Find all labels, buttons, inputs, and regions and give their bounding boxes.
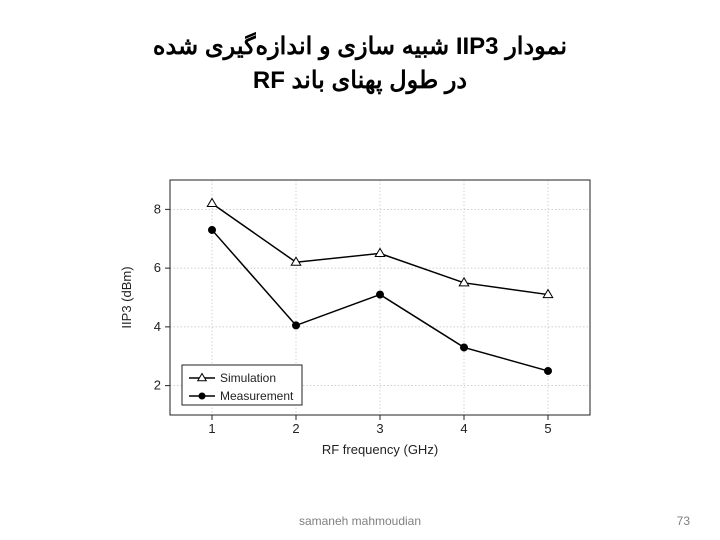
svg-text:4: 4 [460, 421, 467, 436]
svg-text:3: 3 [376, 421, 383, 436]
svg-text:4: 4 [154, 319, 161, 334]
chart-svg: 1 2 3 4 5 2 4 6 8 RF frequency (GHz) IIP3 (dBm) Sim… [115, 170, 605, 460]
title-line-1: نمودار IIP3 شبیه سازی و اندازه‌گیری شده [153, 33, 567, 60]
svg-text:RF frequency (GHz): RF frequency (GHz) [322, 442, 438, 457]
svg-text:5: 5 [544, 421, 551, 436]
footer-author: samaneh mahmoudian [0, 514, 720, 528]
footer-page-number: 73 [677, 514, 690, 528]
svg-text:8: 8 [154, 201, 161, 216]
iip3-chart: 1 2 3 4 5 2 4 6 8 RF frequency (GHz) IIP3 (dBm) Sim… [115, 170, 605, 460]
title-line-2: در طول پهنای باند RF [253, 67, 467, 94]
svg-text:6: 6 [154, 260, 161, 275]
svg-text:Measurement: Measurement [220, 389, 294, 403]
svg-text:1: 1 [208, 421, 215, 436]
svg-text:IIP3 (dBm): IIP3 (dBm) [119, 266, 134, 328]
slide: نمودار IIP3 شبیه سازی و اندازه‌گیری شده … [0, 0, 720, 540]
slide-title: نمودار IIP3 شبیه سازی و اندازه‌گیری شده … [0, 30, 720, 97]
svg-text:2: 2 [292, 421, 299, 436]
svg-text:Simulation: Simulation [220, 371, 276, 385]
svg-text:2: 2 [154, 378, 161, 393]
